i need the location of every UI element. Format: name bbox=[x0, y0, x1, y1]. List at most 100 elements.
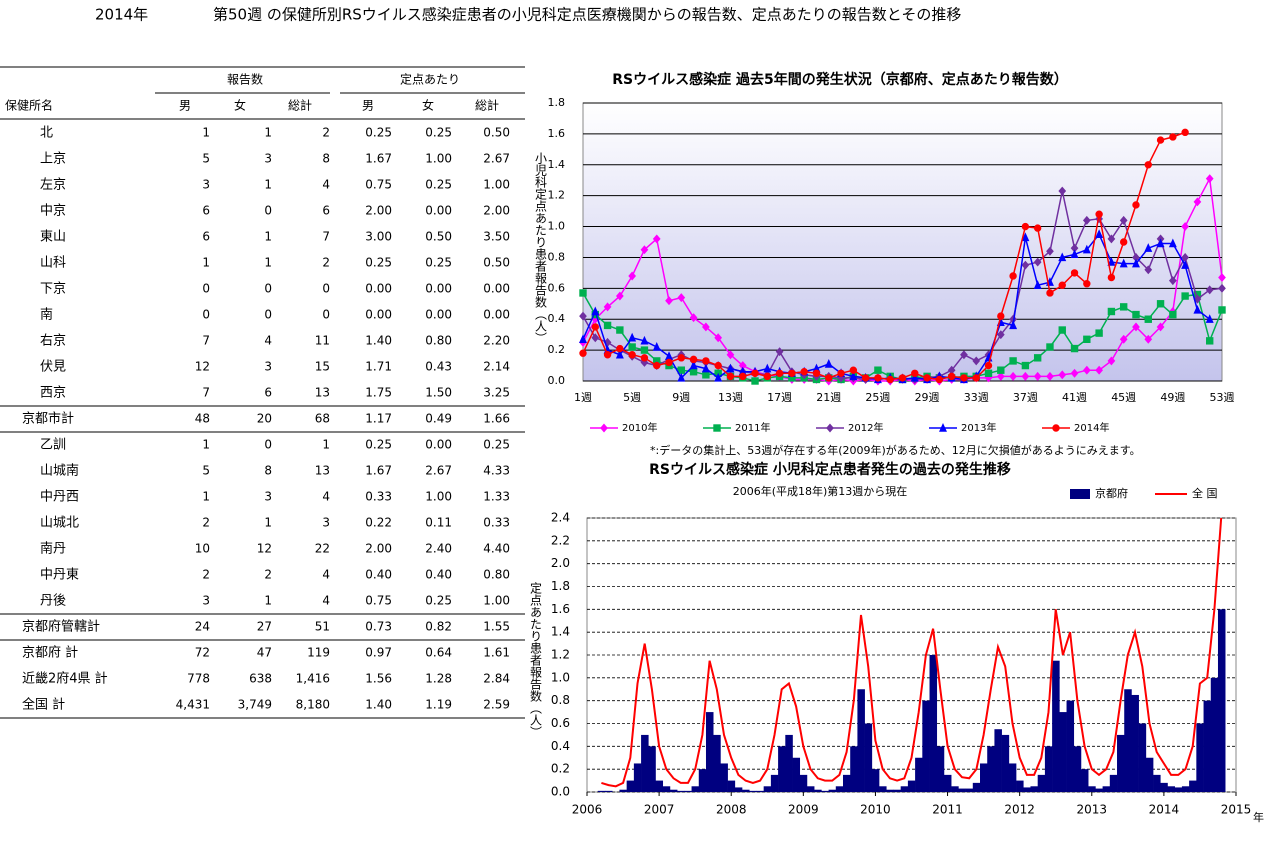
row-name: 京都府 計 bbox=[22, 645, 78, 661]
marker bbox=[972, 356, 981, 366]
cell: 0 bbox=[202, 308, 210, 322]
marker bbox=[1156, 322, 1165, 332]
marker bbox=[751, 377, 759, 385]
cell: 2 bbox=[202, 568, 210, 582]
bar bbox=[1153, 774, 1161, 792]
cell: 0.43 bbox=[425, 360, 452, 374]
cell: 3 bbox=[202, 594, 210, 608]
bar bbox=[1196, 723, 1204, 792]
marker bbox=[1156, 238, 1165, 248]
cell: 1 bbox=[202, 438, 210, 452]
marker bbox=[1132, 201, 1140, 209]
marker bbox=[702, 371, 710, 379]
cell: 0 bbox=[322, 308, 330, 322]
x-tick-label: 2008 bbox=[716, 803, 747, 817]
marker bbox=[984, 369, 993, 377]
row-name: 左京 bbox=[40, 178, 66, 193]
cell: 1.00 bbox=[483, 594, 510, 608]
bar bbox=[698, 769, 707, 792]
marker bbox=[911, 369, 919, 377]
y-tick-label: 0.8 bbox=[548, 250, 566, 263]
legend-label: 京都府 bbox=[1095, 486, 1128, 500]
y-tick-label: 0.0 bbox=[548, 374, 566, 387]
bar bbox=[1167, 786, 1176, 792]
cell: 0.33 bbox=[365, 490, 392, 504]
bar bbox=[1037, 774, 1046, 792]
cell: 2.00 bbox=[365, 204, 392, 218]
cell: 1.00 bbox=[425, 490, 452, 504]
cell: 7 bbox=[202, 334, 210, 348]
cell: 0 bbox=[264, 438, 272, 452]
cell: 1.56 bbox=[365, 672, 392, 686]
row-name: 中京 bbox=[40, 204, 66, 219]
cell: 2.67 bbox=[483, 152, 510, 166]
bar bbox=[864, 723, 873, 792]
marker bbox=[739, 372, 747, 381]
x-tick-label: 29週 bbox=[915, 391, 940, 404]
marker bbox=[886, 375, 894, 384]
marker bbox=[702, 357, 710, 365]
marker bbox=[1070, 344, 1079, 353]
marker bbox=[849, 366, 858, 374]
cell: 1 bbox=[264, 516, 272, 530]
marker bbox=[1058, 281, 1066, 289]
marker bbox=[812, 369, 821, 377]
cell: 4.40 bbox=[483, 542, 510, 556]
marker bbox=[689, 355, 698, 364]
cell: 0.50 bbox=[483, 126, 510, 140]
marker bbox=[1181, 128, 1189, 137]
marker bbox=[628, 271, 637, 281]
cell: 1 bbox=[264, 178, 272, 192]
cell: 68 bbox=[315, 412, 330, 426]
bar bbox=[980, 763, 988, 792]
cell: 0.80 bbox=[425, 334, 452, 348]
bar bbox=[929, 655, 938, 792]
marker bbox=[689, 368, 698, 376]
cell: 0.00 bbox=[425, 282, 452, 296]
cell: 1 bbox=[264, 594, 272, 608]
marker bbox=[1206, 337, 1214, 345]
marker bbox=[652, 342, 661, 351]
marker bbox=[1082, 244, 1091, 254]
bar bbox=[677, 790, 685, 792]
row-name: 上京 bbox=[40, 152, 66, 167]
marker bbox=[603, 351, 612, 359]
marker bbox=[1095, 329, 1103, 337]
marker bbox=[1058, 252, 1067, 262]
marker bbox=[1021, 361, 1030, 370]
cell: 1.67 bbox=[365, 464, 392, 478]
cell: 0.00 bbox=[425, 204, 452, 218]
bar bbox=[655, 780, 664, 792]
cell: 11 bbox=[315, 334, 330, 348]
bar bbox=[1059, 712, 1067, 792]
bar bbox=[900, 786, 909, 792]
bar bbox=[972, 782, 981, 792]
cell: 1.17 bbox=[365, 412, 392, 426]
marker bbox=[1169, 310, 1177, 319]
cell: 1 bbox=[322, 438, 330, 452]
x-tick-label: 9週 bbox=[672, 391, 690, 404]
legend-swatch bbox=[1070, 489, 1090, 499]
group-header: 報告数 bbox=[227, 72, 263, 87]
cell: 0.75 bbox=[365, 178, 392, 192]
marker bbox=[960, 350, 968, 360]
bar bbox=[915, 757, 923, 792]
bar bbox=[1052, 660, 1060, 792]
chart-title: RSウイルス感染症 過去5年間の発生状況（京都府、定点あたり報告数） bbox=[612, 71, 1067, 88]
cell: 1.00 bbox=[425, 152, 452, 166]
cell: 1 bbox=[202, 256, 210, 270]
cell: 8,180 bbox=[296, 698, 330, 712]
marker bbox=[628, 332, 637, 342]
marker bbox=[591, 333, 600, 343]
cell: 6 bbox=[322, 204, 330, 218]
bar bbox=[857, 689, 865, 792]
marker bbox=[726, 372, 735, 381]
cell: 3 bbox=[202, 178, 210, 192]
marker bbox=[1033, 224, 1042, 232]
marker bbox=[996, 330, 1005, 340]
marker bbox=[1021, 232, 1030, 242]
marker bbox=[1058, 186, 1067, 196]
bar bbox=[648, 746, 656, 792]
marker bbox=[628, 351, 636, 359]
marker bbox=[640, 354, 649, 362]
